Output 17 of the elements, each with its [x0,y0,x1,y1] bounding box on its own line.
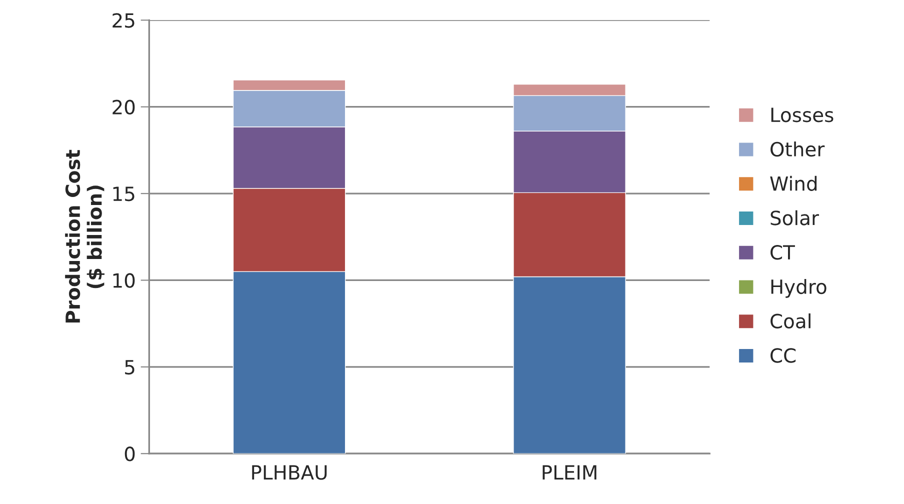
y-tick-label: 10 [113,273,135,288]
y-tick-label: 20 [112,100,135,115]
legend-label: Wind [770,176,817,191]
x-tick-label: PLHBAU [252,465,327,480]
legend-label: CC [770,348,796,363]
y-axis-title: Production Cost ($ billion) [65,150,104,323]
y-tick-label: 5 [125,360,134,375]
legend-label: Losses [771,108,834,122]
legend-label: Other [770,142,825,157]
y-tick-label: 15 [113,186,134,202]
legend-label: Hydro [771,279,826,298]
y-tick-label: 0 [124,446,135,462]
y-tick-label: 25 [112,13,134,28]
legend-label: Solar [770,210,820,226]
x-tick-label: PLEIM [542,465,596,480]
legend-label: CT [770,245,795,260]
legend-label: Coal [770,313,810,328]
